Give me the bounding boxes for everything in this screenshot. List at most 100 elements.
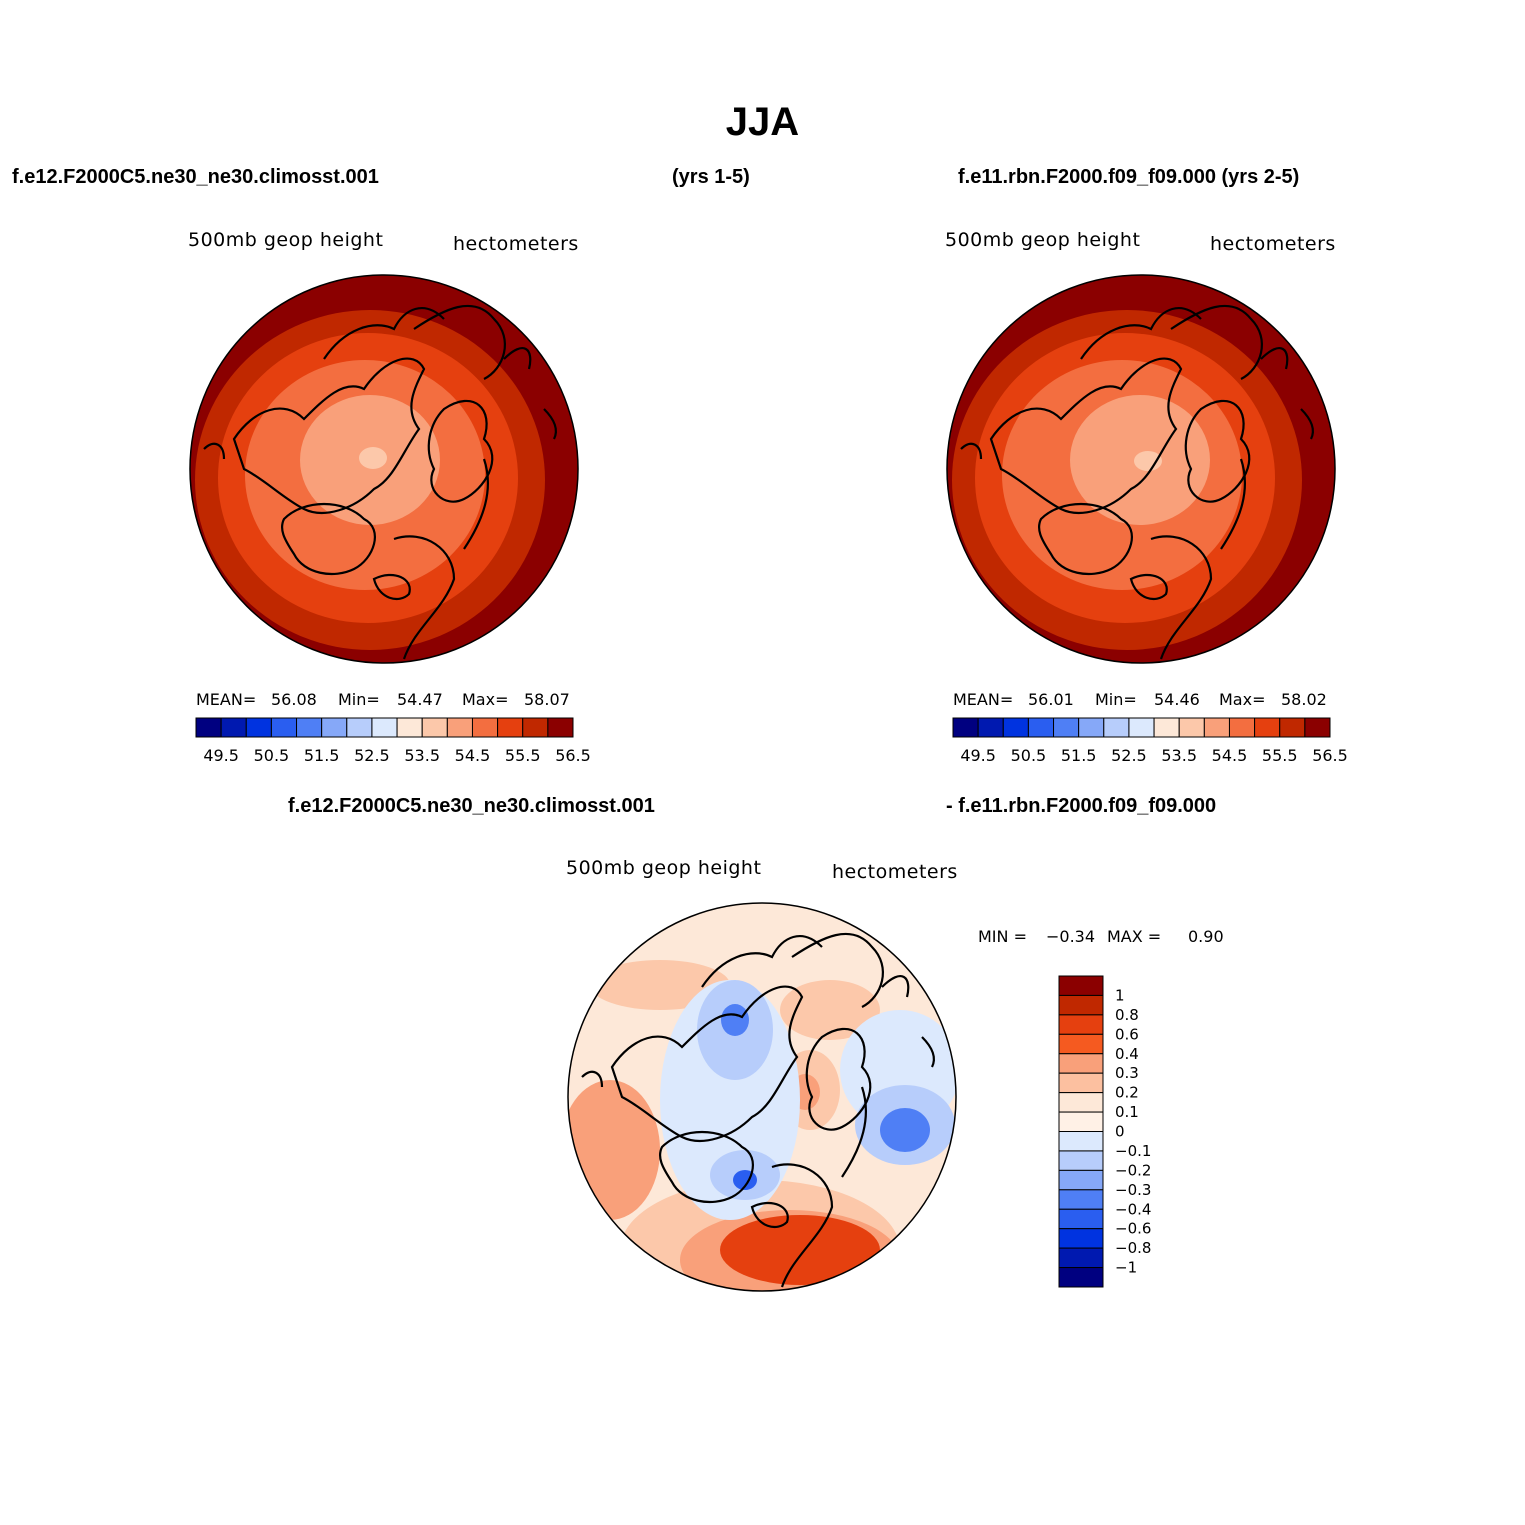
panel3-colorbar-swatch: [1058, 1267, 1104, 1288]
panel3-colorbar-tick-label: 1: [1115, 986, 1125, 1004]
panel1-colorbar-swatch: [220, 717, 247, 738]
panel3-colorbar-swatch: [1058, 1111, 1104, 1132]
panel2-colorbar-swatch: [1128, 717, 1155, 738]
panel1-colorbar-swatch: [471, 717, 499, 738]
panel1-min-value: 54.47: [397, 690, 443, 709]
panel1-colorbar-tick-label: 56.5: [555, 746, 591, 765]
panel3-polar-map: [567, 902, 957, 1292]
panel2-colorbar-swatch: [1279, 717, 1306, 738]
panel3-colorbar-tick-label: 0: [1115, 1123, 1125, 1141]
panel2-min-label: Min=: [1095, 690, 1137, 709]
panel1-units: hectometers: [453, 233, 579, 255]
panel3-colorbar-tick-label: 0.1: [1115, 1103, 1139, 1121]
panel1-colorbar-swatch: [371, 717, 398, 738]
panel2-mean-label: MEAN=: [953, 690, 1014, 709]
panel1-colorbar-tick-label: 54.5: [455, 746, 491, 765]
panel2-colorbar-tick-label: 56.5: [1312, 746, 1348, 765]
panel3-colorbar-tick-label: 0.3: [1115, 1064, 1139, 1082]
panel3-colorbar-tick-label: 0.8: [1115, 1006, 1139, 1024]
panel3-colorbar-tick-label: 0.4: [1115, 1045, 1139, 1063]
panel2-colorbar-tick-label: 49.5: [960, 746, 996, 765]
panel1-mean-label: MEAN=: [196, 690, 257, 709]
panel1-colorbar-swatch: [396, 717, 423, 738]
panel3-min-value: −0.34: [1046, 927, 1096, 946]
panel3-colorbar-tick-label: −0.8: [1115, 1239, 1151, 1257]
panel2-colorbar-swatch: [1002, 717, 1029, 738]
panel2-colorbar-swatch: [1103, 717, 1130, 738]
panel3-colorbar-swatch: [1058, 975, 1104, 996]
panel2-colorbar-swatch: [1153, 717, 1180, 738]
panel1-max-value: 58.07: [524, 690, 570, 709]
panel1-variable: 500mb geop height: [188, 229, 384, 251]
panel2-colorbar: 49.5 50.5 51.5 52.5 53.5 54.5 55.5 56.5: [952, 717, 1348, 765]
panel3-colorbar-tick-label: −0.1: [1115, 1142, 1151, 1160]
top-right-case-title: f.e11.rbn.F2000.f09_f09.000 (yrs 2-5): [958, 166, 1300, 188]
panel1-colorbar-swatch: [421, 717, 448, 738]
panel1-colorbar-tick-label: 53.5: [404, 746, 440, 765]
panel3-colorbar-tick-label: −1: [1115, 1259, 1137, 1277]
panel2-colorbar-swatch: [977, 717, 1004, 738]
panel1-colorbar-swatch: [270, 717, 298, 738]
panel3-colorbar-tick-label: −0.3: [1115, 1181, 1151, 1199]
panel2-min-value: 54.46: [1154, 690, 1200, 709]
top-left-case-title: f.e12.F2000C5.ne30_ne30.climosst.001: [12, 166, 379, 188]
panel2-units: hectometers: [1210, 233, 1336, 255]
panel2-mean-value: 56.01: [1028, 690, 1074, 709]
panel1-min-label: Min=: [338, 690, 380, 709]
panel2-colorbar-tick-label: 51.5: [1061, 746, 1097, 765]
diff-case2-title: - f.e11.rbn.F2000.f09_f09.000: [946, 795, 1217, 817]
panel2-colorbar-tick-label: 54.5: [1212, 746, 1248, 765]
panel2-colorbar-swatch: [952, 717, 979, 738]
panel3-min-label: MIN =: [978, 927, 1027, 946]
panel1-colorbar-swatch: [497, 717, 524, 738]
panel3-max-value: 0.90: [1188, 927, 1224, 946]
panel1-colorbar-swatch: [446, 717, 473, 738]
panel3-colorbar-swatch: [1058, 1092, 1104, 1113]
panel3-colorbar-swatch: [1058, 1169, 1104, 1191]
panel2-colorbar-swatch: [1304, 717, 1331, 738]
panel3-colorbar-tick-label: 0.6: [1115, 1025, 1139, 1043]
panel3-colorbar-swatch: [1058, 1072, 1104, 1094]
panel2-colorbar-swatch: [1053, 717, 1080, 738]
panel3-colorbar-swatch: [1058, 1014, 1104, 1035]
panel3-max-label: MAX =: [1107, 927, 1162, 946]
panel2-colorbar-swatch: [1078, 717, 1105, 738]
panel2-polar-map: [946, 274, 1336, 664]
panel3-colorbar-swatch: [1058, 1131, 1104, 1152]
panel1-colorbar: 49.5 50.5 51.5 52.5 53.5 54.5 55.5 56.5: [195, 717, 591, 765]
panel2-colorbar-swatch: [1203, 717, 1230, 738]
panel2-colorbar-swatch: [1254, 717, 1281, 738]
panel1-max-label: Max=: [462, 690, 509, 709]
main-title: JJA: [725, 100, 800, 144]
panel1-colorbar-tick-label: 50.5: [254, 746, 290, 765]
panel3-colorbar-tick-label: −0.2: [1115, 1161, 1151, 1179]
panel1-colorbar-swatch: [321, 717, 348, 738]
panel1-colorbar-tick-label: 49.5: [203, 746, 239, 765]
panel3-variable: 500mb geop height: [566, 857, 762, 879]
panel3-colorbar-tick-label: −0.6: [1115, 1220, 1151, 1238]
diff-case1-title: f.e12.F2000C5.ne30_ne30.climosst.001: [288, 795, 655, 817]
panel2-colorbar-swatch: [1178, 717, 1205, 738]
panel2-colorbar-tick-label: 55.5: [1262, 746, 1298, 765]
panel2-colorbar-tick-label: 52.5: [1111, 746, 1147, 765]
panel1-colorbar-swatch: [296, 717, 323, 738]
panel2-max-label: Max=: [1219, 690, 1266, 709]
panel3-colorbar-swatch: [1058, 1208, 1104, 1230]
panel3-colorbar-swatch: [1058, 994, 1104, 1016]
panel1-colorbar-tick-label: 51.5: [304, 746, 340, 765]
panel2-colorbar-swatch: [1027, 717, 1055, 738]
panel3-colorbar-swatch: [1058, 1150, 1104, 1171]
panel1-polar-map: [189, 274, 579, 664]
panel1-colorbar-tick-label: 55.5: [505, 746, 541, 765]
panel1-colorbar-swatch: [195, 717, 222, 738]
panel3-colorbar-swatch: [1058, 1228, 1104, 1249]
panel3-colorbar-swatch: [1058, 1189, 1104, 1210]
panel3-colorbar-swatch: [1058, 1033, 1104, 1055]
panel2-max-value: 58.02: [1281, 690, 1327, 709]
panel3-colorbar-swatch: [1058, 1053, 1104, 1074]
panel3-colorbar-tick-label: −0.4: [1115, 1200, 1151, 1218]
panel3-colorbar: 1 0.80.6 0.40.3 0.20.1 0−0.1−0.2 −0.3−0.4 −0.6…: [1058, 975, 1151, 1288]
panel1-mean-value: 56.08: [271, 690, 317, 709]
panel3-units: hectometers: [832, 861, 958, 883]
